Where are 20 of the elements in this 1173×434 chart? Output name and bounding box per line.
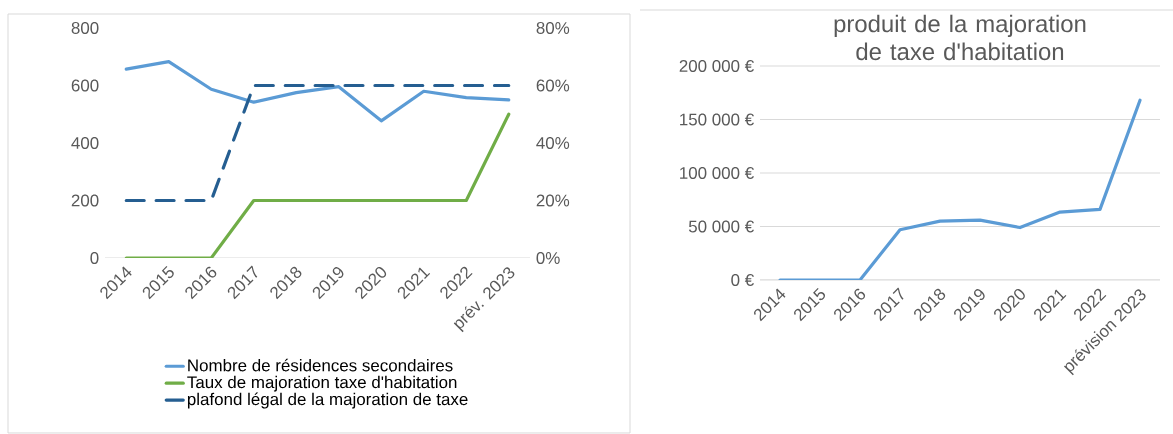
y-tick-label: 150 000 € <box>680 113 754 126</box>
y-tick-label: 400 <box>71 136 99 149</box>
legend-label: Taux de majoration taxe d'habitation <box>187 375 457 392</box>
legend-label: Nombre de résidences secondaires <box>188 358 453 372</box>
y-tick-label: 200 000 € <box>679 59 754 72</box>
y-tick-label: 0 <box>90 251 99 264</box>
y2-tick-label: 40% <box>536 136 570 149</box>
y-tick-label: 50 000 € <box>688 220 754 233</box>
y-tick-label: 200 <box>71 194 99 207</box>
y-tick-label: 0 € <box>731 273 754 286</box>
chart-title: produit de la majoration de taxe d'habitation <box>834 14 1086 61</box>
y2-tick-label: 20% <box>536 194 570 207</box>
line-series <box>124 60 511 123</box>
y-tick-label: 600 <box>71 79 99 92</box>
y2-tick-label: 80% <box>536 21 570 34</box>
legend-label: plafond légal de la majoration de taxe <box>187 392 468 409</box>
y-tick-label: 100 000 € <box>680 166 754 179</box>
y2-tick-label: 60% <box>536 79 570 92</box>
y-tick-label: 800 <box>71 21 99 34</box>
y2-tick-label: 0% <box>536 251 560 264</box>
